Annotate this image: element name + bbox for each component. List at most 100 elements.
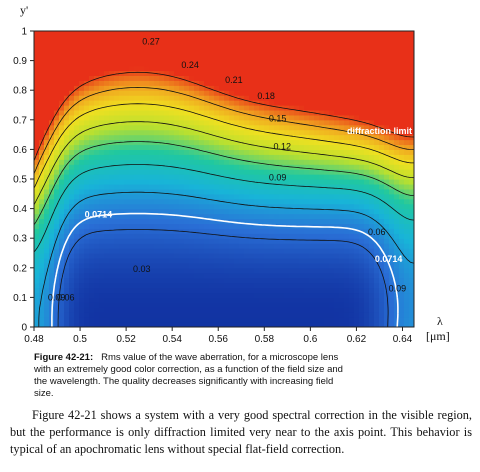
heatmap-cell	[374, 183, 380, 190]
heatmap-cell	[399, 40, 405, 47]
heatmap-cell	[334, 85, 340, 91]
heatmap-cell	[149, 292, 155, 298]
heatmap-cell	[409, 312, 414, 318]
heatmap-cell	[109, 218, 115, 224]
heatmap-cell	[94, 139, 100, 146]
heatmap-cell	[84, 208, 90, 215]
heatmap-cell	[99, 253, 105, 259]
heatmap-cell	[64, 50, 70, 57]
heatmap-cell	[204, 243, 210, 249]
heatmap-cell	[279, 282, 285, 289]
heatmap-cell	[104, 257, 110, 264]
heatmap-cell	[329, 193, 335, 200]
heatmap-cell	[334, 35, 340, 42]
heatmap-cell	[334, 272, 340, 279]
heatmap-cell	[389, 322, 395, 327]
heatmap-cell	[309, 302, 315, 308]
heatmap-cell	[304, 322, 310, 327]
heatmap-cell	[139, 139, 145, 146]
heatmap-cell	[119, 149, 125, 155]
heatmap-cell	[69, 65, 75, 72]
heatmap-cell	[244, 174, 250, 180]
heatmap-cell	[179, 287, 185, 294]
heatmap-cell	[114, 179, 120, 185]
heatmap-cell	[104, 65, 110, 72]
heatmap-cell	[224, 50, 230, 57]
heatmap-cell	[189, 267, 195, 274]
heatmap-cell	[99, 277, 105, 284]
heatmap-cell	[59, 35, 65, 42]
heatmap-cell	[184, 70, 190, 76]
heatmap-cell	[399, 188, 405, 195]
heatmap-cell	[39, 248, 45, 254]
heatmap-cell	[189, 262, 195, 269]
heatmap-cell	[114, 287, 120, 294]
heatmap-cell	[319, 105, 325, 111]
heatmap-cell	[354, 35, 360, 42]
heatmap-cell	[129, 228, 135, 234]
heatmap-cell	[379, 50, 385, 57]
heatmap-cell	[74, 262, 80, 269]
heatmap-cell	[39, 90, 45, 96]
heatmap-cell	[309, 292, 315, 298]
heatmap-cell	[69, 238, 75, 244]
heatmap-cell	[284, 277, 290, 284]
heatmap-cell	[134, 45, 140, 52]
heatmap-cell	[194, 179, 200, 185]
heatmap-cell	[59, 129, 65, 136]
heatmap-cell	[219, 154, 225, 160]
heatmap-cell	[374, 198, 380, 205]
heatmap-cell	[304, 292, 310, 298]
heatmap-cell	[304, 129, 310, 136]
heatmap-cell	[79, 193, 85, 200]
heatmap-cell	[349, 70, 355, 76]
heatmap-cell	[314, 154, 320, 160]
heatmap-cell	[134, 31, 140, 37]
heatmap-cell	[214, 154, 220, 160]
heatmap-cell	[344, 253, 350, 259]
heatmap-cell	[394, 80, 400, 86]
heatmap-cell	[184, 248, 190, 254]
heatmap-cell	[179, 317, 185, 323]
heatmap-cell	[249, 262, 255, 269]
heatmap-cell	[154, 164, 160, 170]
heatmap-cell	[39, 257, 45, 264]
heatmap-cell	[169, 317, 175, 323]
heatmap-cell	[374, 188, 380, 195]
heatmap-cell	[384, 50, 390, 57]
heatmap-cell	[349, 307, 355, 313]
heatmap-cell	[294, 233, 300, 239]
heatmap-cell	[369, 159, 375, 165]
heatmap-cell	[324, 164, 330, 170]
heatmap-cell	[164, 272, 170, 279]
heatmap-cell	[229, 312, 235, 318]
heatmap-cell	[409, 134, 414, 141]
heatmap-cell	[384, 45, 390, 52]
heatmap-cell	[164, 45, 170, 52]
heatmap-cell	[114, 134, 120, 141]
heatmap-cell	[179, 80, 185, 86]
heatmap-cell	[39, 105, 45, 111]
heatmap-cell	[344, 31, 350, 37]
heatmap-cell	[59, 218, 65, 224]
heatmap-cell	[299, 164, 305, 170]
heatmap-cell	[144, 292, 150, 298]
heatmap-cell	[94, 124, 100, 131]
heatmap-cell	[199, 253, 205, 259]
heatmap-cell	[234, 174, 240, 180]
heatmap-cell	[199, 248, 205, 254]
heatmap-cell	[359, 253, 365, 259]
heatmap-cell	[194, 31, 200, 37]
heatmap-cell	[399, 218, 405, 224]
heatmap-cell	[379, 70, 385, 76]
heatmap-cell	[234, 164, 240, 170]
heatmap-cell	[264, 35, 270, 42]
heatmap-cell	[254, 114, 260, 121]
heatmap-cell	[169, 193, 175, 200]
heatmap-cell	[69, 114, 75, 121]
heatmap-cell	[34, 322, 40, 327]
heatmap-cell	[109, 159, 115, 165]
heatmap-cell	[229, 302, 235, 308]
heatmap-cell	[69, 307, 75, 313]
heatmap-cell	[204, 272, 210, 279]
